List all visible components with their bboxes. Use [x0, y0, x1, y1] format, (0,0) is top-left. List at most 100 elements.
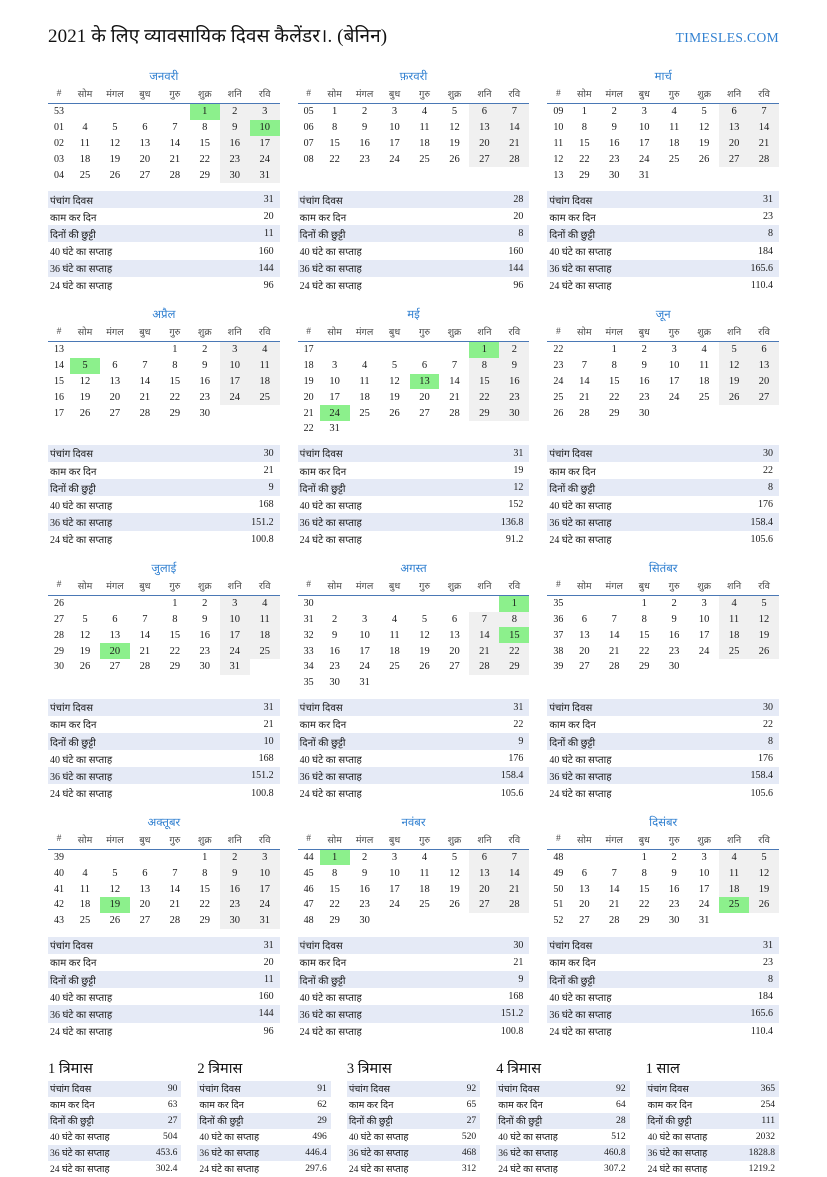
day-cell[interactable]: 20 [469, 135, 500, 152]
day-cell[interactable]: 27 [139, 169, 151, 181]
day-cell[interactable]: 3 [701, 598, 707, 610]
day-cell[interactable]: 2 [499, 341, 530, 358]
day-cell[interactable]: 13 [469, 119, 500, 136]
day-cell[interactable]: 11 [359, 375, 370, 387]
day-cell[interactable]: 7 [499, 849, 530, 866]
day-cell[interactable]: 6 [719, 103, 750, 120]
day-cell[interactable]: 16 [609, 137, 620, 149]
day-cell[interactable]: 2 [641, 344, 647, 356]
day-cell[interactable]: 15 [609, 375, 620, 387]
day-cell[interactable]: 11 [419, 122, 430, 134]
day-cell[interactable]: 23 [638, 391, 650, 403]
day-cell[interactable]: 9 [219, 865, 250, 882]
day-cell[interactable]: 1 [641, 852, 647, 864]
day-cell[interactable]: 16 [638, 375, 650, 387]
day-cell[interactable]: 15 [469, 373, 500, 390]
day-cell[interactable]: 7 [469, 611, 500, 628]
day-cell[interactable]: 22 [169, 391, 181, 403]
day-cell[interactable]: 22 [579, 153, 590, 165]
day-cell[interactable]: 4 [719, 595, 750, 612]
day-cell[interactable]: 28 [749, 151, 780, 168]
day-cell[interactable]: 20 [419, 391, 430, 403]
day-cell[interactable]: 26 [79, 407, 91, 419]
day-cell[interactable]: 14 [609, 629, 620, 641]
day-cell[interactable]: 21 [139, 645, 151, 657]
day-cell[interactable]: 10 [219, 611, 250, 628]
day-cell[interactable]: 10 [389, 867, 400, 879]
day-cell[interactable]: 25 [719, 643, 750, 659]
day-cell[interactable]: 19 [79, 645, 91, 657]
day-cell[interactable]: 26 [389, 407, 400, 419]
day-cell[interactable]: 1 [332, 106, 338, 118]
day-cell[interactable]: 8 [332, 122, 338, 134]
day-cell[interactable]: 2 [219, 103, 250, 120]
day-cell[interactable]: 21 [139, 391, 151, 403]
day-cell[interactable]: 4 [361, 360, 368, 372]
day-cell[interactable]: 21 [499, 881, 530, 897]
day-cell[interactable]: 19 [389, 391, 400, 403]
day-cell[interactable]: 1 [172, 344, 178, 356]
day-cell[interactable]: 2 [671, 598, 677, 610]
day-cell[interactable]: 2 [202, 344, 208, 356]
day-cell[interactable]: 13 [109, 375, 121, 387]
day-cell[interactable]: 14 [499, 865, 530, 882]
day-cell[interactable]: 11 [79, 137, 91, 149]
day-cell[interactable]: 18 [79, 153, 91, 165]
day-cell[interactable]: 26 [719, 389, 750, 406]
day-cell[interactable]: 27 [109, 407, 121, 419]
day-cell[interactable]: 3 [361, 614, 368, 626]
day-cell[interactable]: 26 [449, 899, 460, 911]
day-cell[interactable]: 23 [499, 389, 530, 406]
day-cell[interactable]: 27 [579, 661, 590, 673]
day-cell[interactable]: 31 [329, 423, 340, 435]
day-cell[interactable]: 15 [199, 137, 211, 149]
day-cell[interactable]: 29 [199, 169, 211, 181]
day-cell[interactable]: 15 [329, 883, 340, 895]
day-cell[interactable]: 10 [698, 614, 710, 626]
day-cell[interactable]: 3 [249, 849, 280, 866]
day-cell[interactable]: 17 [389, 883, 400, 895]
day-cell[interactable]: 21 [579, 391, 590, 403]
day-cell[interactable]: 14 [749, 119, 780, 136]
day-cell[interactable]: 11 [699, 360, 710, 372]
day-cell[interactable]: 9 [499, 357, 530, 374]
day-cell[interactable]: 7 [611, 614, 617, 626]
day-cell[interactable]: 30 [638, 407, 650, 419]
day-cell[interactable]: 10 [638, 122, 650, 134]
day-cell[interactable]: 12 [389, 375, 400, 387]
day-cell[interactable]: 29 [579, 169, 590, 181]
day-cell[interactable]: 27 [419, 407, 430, 419]
day-cell[interactable]: 7 [749, 103, 780, 120]
day-cell[interactable]: 2 [219, 849, 250, 866]
day-cell[interactable]: 5 [421, 614, 428, 626]
day-cell[interactable]: 3 [219, 341, 250, 358]
day-cell[interactable]: 16 [668, 629, 680, 641]
day-cell[interactable]: 8 [581, 122, 587, 134]
day-cell[interactable]: 14 [579, 375, 590, 387]
day-cell[interactable]: 29 [169, 661, 181, 673]
day-cell[interactable]: 20 [749, 373, 780, 390]
day-cell[interactable]: 28 [579, 407, 590, 419]
day-cell[interactable]: 19 [79, 391, 91, 403]
day-cell[interactable]: 4 [421, 852, 428, 864]
day-cell[interactable]: 5 [82, 614, 88, 626]
day-cell[interactable]: 24 [359, 661, 370, 673]
day-cell[interactable]: 1 [202, 852, 208, 864]
day-cell[interactable]: 27 [109, 661, 121, 673]
day-cell[interactable]: 6 [469, 849, 500, 866]
day-cell[interactable]: 17 [219, 627, 250, 644]
day-cell[interactable]: 3 [391, 852, 398, 864]
day-cell[interactable]: 16 [199, 629, 211, 641]
day-cell[interactable]: 12 [449, 122, 460, 134]
day-cell[interactable]: 9 [332, 629, 338, 641]
day-cell[interactable]: 5 [391, 360, 398, 372]
day-cell[interactable]: 21 [169, 153, 181, 165]
day-cell[interactable]: 1 [581, 106, 587, 118]
day-cell[interactable]: 12 [749, 611, 780, 628]
day-cell[interactable]: 19 [698, 137, 710, 149]
day-cell[interactable]: 25 [79, 169, 91, 181]
day-cell[interactable]: 23 [668, 899, 680, 911]
day-cell[interactable]: 16 [219, 881, 250, 897]
day-cell[interactable]: 28 [499, 897, 530, 913]
day-cell[interactable]: 23 [329, 661, 340, 673]
